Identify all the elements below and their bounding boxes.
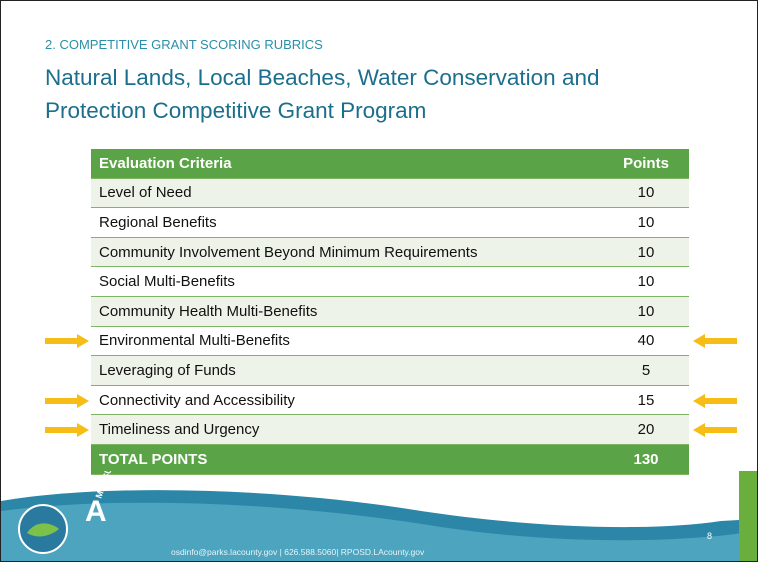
points: 10 bbox=[603, 207, 689, 238]
criterion: Regional Benefits bbox=[91, 207, 603, 238]
table-row: Social Multi-Benefits 10 bbox=[91, 266, 689, 297]
arrow-shape bbox=[45, 423, 89, 438]
green-edge bbox=[739, 471, 757, 561]
total-points: 130 bbox=[603, 444, 689, 475]
total-row: TOTAL POINTS 130 bbox=[91, 444, 689, 475]
footer-wave-light bbox=[1, 502, 757, 561]
section-label: 2. COMPETITIVE GRANT SCORING RUBRICS bbox=[45, 37, 323, 52]
arrow-shape bbox=[693, 393, 737, 408]
header-row: Evaluation Criteria Points bbox=[91, 149, 689, 179]
highlight-arrow bbox=[45, 423, 89, 438]
criterion: Level of Need bbox=[91, 178, 603, 209]
points: 20 bbox=[603, 414, 689, 445]
highlight-arrow bbox=[693, 334, 737, 349]
table-row: Environmental Multi-Benefits 40 bbox=[91, 326, 689, 357]
table-row: Regional Benefits 10 bbox=[91, 207, 689, 238]
highlight-arrow bbox=[693, 393, 737, 408]
column-header: Evaluation Criteria bbox=[91, 149, 603, 179]
table-row: Community Involvement Beyond Minimum Req… bbox=[91, 237, 689, 268]
table-row: Timeliness and Urgency 20 bbox=[91, 414, 689, 445]
points: 40 bbox=[603, 326, 689, 357]
column-header: Points bbox=[603, 149, 689, 179]
points: 10 bbox=[603, 237, 689, 268]
arrow-shape bbox=[693, 334, 737, 349]
footer: A MEASURE osdinfo@parks.lacounty.gov | 6… bbox=[1, 471, 757, 561]
table-row: Level of Need 10 bbox=[91, 178, 689, 209]
table-row: Connectivity and Accessibility 15 bbox=[91, 385, 689, 416]
criterion: Timeliness and Urgency bbox=[91, 414, 603, 445]
arrow-shape bbox=[693, 423, 737, 438]
criterion: Social Multi-Benefits bbox=[91, 266, 603, 297]
points: 5 bbox=[603, 355, 689, 386]
arrow-shape bbox=[45, 393, 89, 408]
criterion: Connectivity and Accessibility bbox=[91, 385, 603, 416]
points: 10 bbox=[603, 296, 689, 327]
highlight-arrow bbox=[45, 393, 89, 408]
criterion: Leveraging of Funds bbox=[91, 355, 603, 386]
contact: osdinfo@parks.lacounty.gov | 626.588.506… bbox=[171, 547, 425, 557]
highlight-arrow bbox=[693, 423, 737, 438]
scoring-table: Evaluation Criteria Points Level of Need 10… bbox=[91, 149, 689, 475]
table-row: Leveraging of Funds 5 bbox=[91, 355, 689, 386]
points: 10 bbox=[603, 266, 689, 297]
criterion: Community Involvement Beyond Minimum Req… bbox=[91, 237, 603, 268]
logo-letter: A bbox=[85, 495, 107, 528]
logo-leaf bbox=[27, 523, 59, 537]
slide-title: Natural Lands, Local Beaches, Water Cons… bbox=[45, 65, 600, 123]
arrow-shape bbox=[45, 334, 89, 349]
criterion: Environmental Multi-Benefits bbox=[91, 326, 603, 357]
points: 15 bbox=[603, 385, 689, 416]
table-row: Community Health Multi-Benefits 10 bbox=[91, 296, 689, 327]
total-label: TOTAL POINTS bbox=[91, 444, 603, 475]
highlight-arrow bbox=[45, 334, 89, 349]
points: 10 bbox=[603, 178, 689, 209]
page-number: 8 bbox=[707, 531, 712, 541]
criterion: Community Health Multi-Benefits bbox=[91, 296, 603, 327]
